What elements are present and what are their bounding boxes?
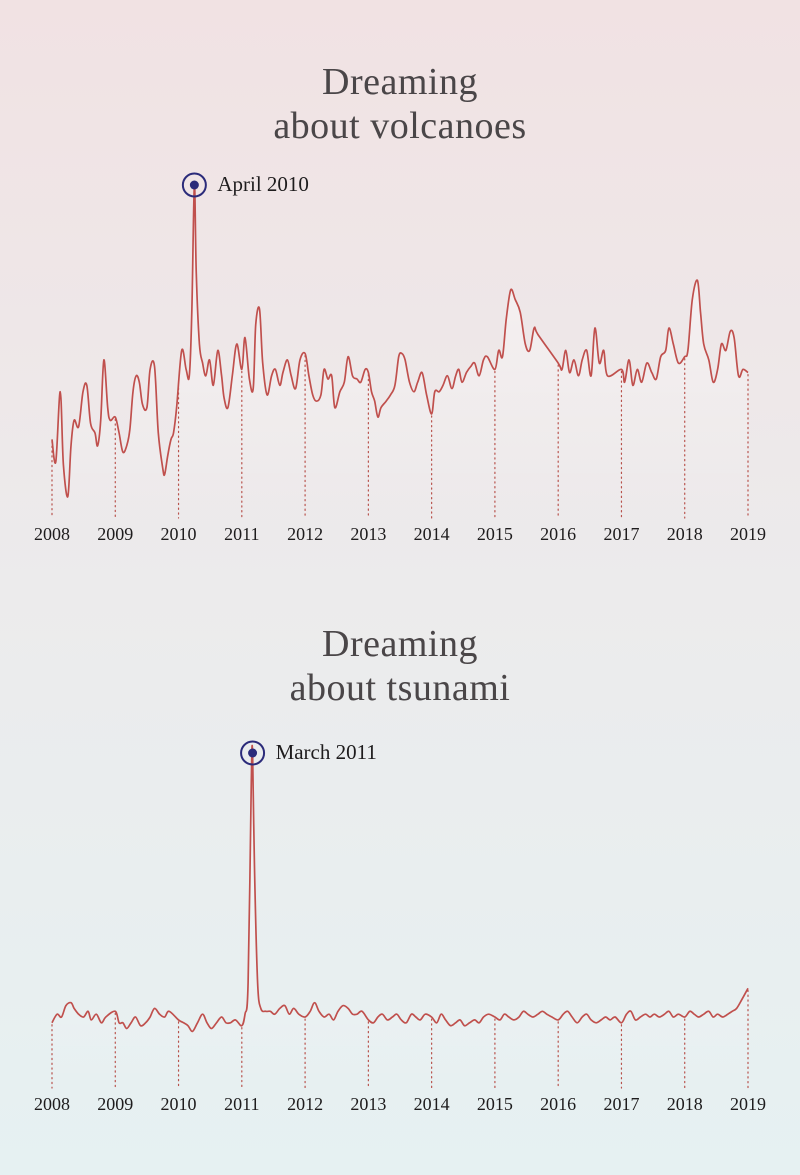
x-tick-label: 2015 bbox=[477, 1094, 513, 1114]
chart-title-volcanoes: Dreaming about volcanoes bbox=[0, 60, 800, 148]
area-fill bbox=[52, 745, 748, 1086]
x-tick-label: 2008 bbox=[34, 524, 70, 544]
x-tick-label: 2009 bbox=[97, 524, 133, 544]
x-tick-label: 2019 bbox=[730, 1094, 766, 1114]
x-tick-label: 2016 bbox=[540, 524, 576, 544]
x-tick-label: 2018 bbox=[667, 524, 703, 544]
peak-annotation-label: March 2011 bbox=[276, 740, 377, 764]
x-tick-label: 2019 bbox=[730, 524, 766, 544]
x-tick-label: 2013 bbox=[350, 524, 386, 544]
x-tick-label: 2012 bbox=[287, 1094, 323, 1114]
x-tick-label: 2014 bbox=[414, 524, 450, 544]
peak-marker-dot bbox=[189, 180, 199, 190]
x-tick-label: 2010 bbox=[161, 1094, 197, 1114]
x-tick-label: 2012 bbox=[287, 524, 323, 544]
series-line bbox=[51, 184, 749, 498]
series-line bbox=[51, 744, 749, 1033]
peak-marker-ring bbox=[181, 172, 207, 198]
x-tick-label: 2011 bbox=[224, 524, 259, 544]
x-tick-label: 2013 bbox=[350, 1094, 386, 1114]
title-line-1: Dreaming bbox=[322, 61, 478, 103]
x-tick-label: 2009 bbox=[97, 1094, 133, 1114]
area-fill bbox=[52, 184, 748, 516]
peak-marker-ring bbox=[240, 740, 266, 766]
title-line-2: about volcanoes bbox=[273, 105, 527, 147]
peak-marker-dot bbox=[248, 748, 258, 758]
x-tick-label: 2017 bbox=[603, 1094, 639, 1114]
x-tick-label: 2017 bbox=[603, 524, 639, 544]
x-tick-label: 2016 bbox=[540, 1094, 576, 1114]
chart-title-tsunami: Dreaming about tsunami bbox=[0, 622, 800, 710]
x-tick-label: 2018 bbox=[667, 1094, 703, 1114]
title-line-2: about tsunami bbox=[289, 667, 511, 709]
x-tick-label: 2008 bbox=[34, 1094, 70, 1114]
title-line-1: Dreaming bbox=[322, 623, 478, 665]
peak-annotation-label: April 2010 bbox=[217, 172, 309, 196]
x-tick-label: 2011 bbox=[224, 1094, 259, 1114]
x-tick-label: 2015 bbox=[477, 524, 513, 544]
x-tick-label: 2010 bbox=[161, 524, 197, 544]
x-tick-label: 2014 bbox=[414, 1094, 450, 1114]
